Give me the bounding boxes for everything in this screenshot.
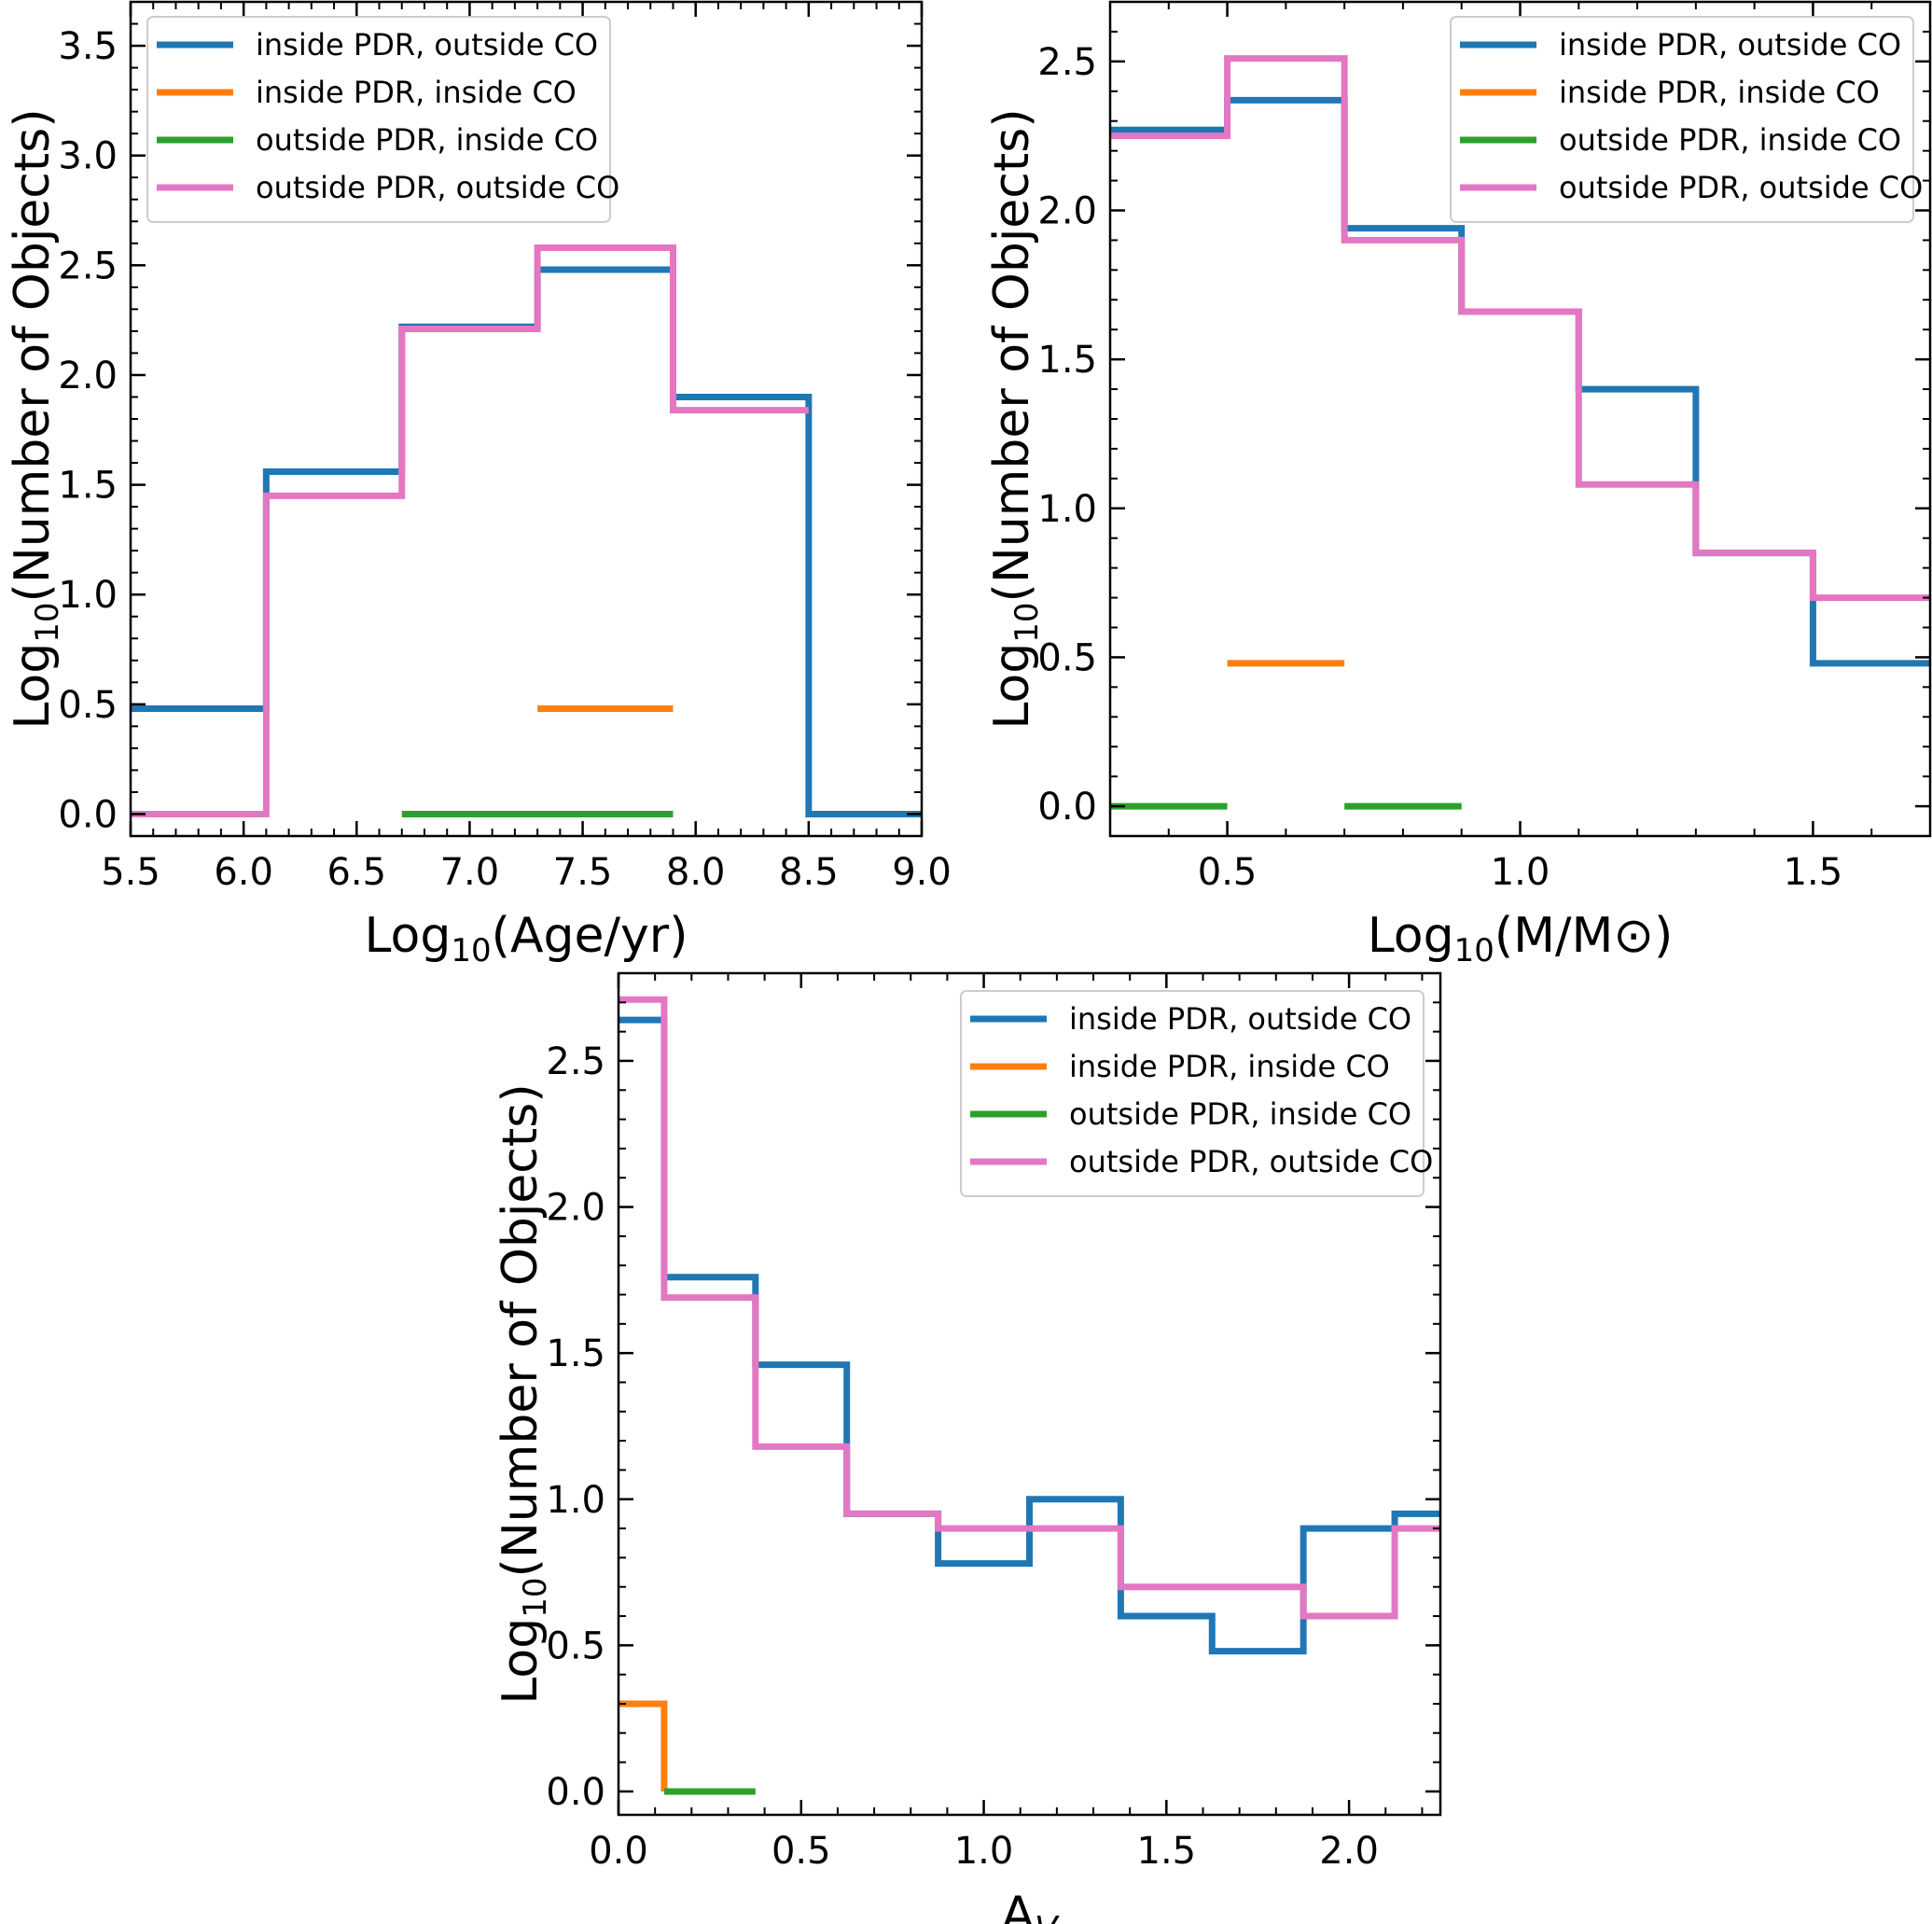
y-tick-label: 2.0 [58, 355, 118, 397]
y-tick-label: 2.0 [1037, 190, 1097, 233]
legend-frame [146, 16, 611, 223]
x-tick-label: 0.5 [1198, 851, 1258, 894]
legend-entry-label: outside PDR, outside CO [1069, 1144, 1433, 1179]
legend-entry-label: inside PDR, inside CO [1559, 75, 1880, 110]
y-tick-label: 1.0 [1037, 488, 1097, 531]
x-tick-label: 8.0 [666, 851, 726, 894]
legend-entry-label: inside PDR, outside CO [1069, 1001, 1411, 1037]
x-tick-label: 8.5 [779, 851, 839, 894]
x-axis-label: Log10(Age/yr) [365, 908, 688, 969]
series-group [131, 244, 922, 817]
y-tick-label: 1.5 [58, 465, 118, 508]
legend-entry-label: outside PDR, inside CO [256, 122, 598, 158]
x-tick-label: 2.0 [1319, 1830, 1379, 1873]
y-tick-label: 2.0 [546, 1187, 605, 1230]
x-tick-label: 0.5 [771, 1830, 831, 1873]
series-group [619, 996, 1440, 1795]
legend-entry-label: outside PDR, inside CO [1559, 122, 1901, 158]
y-axis-label: Log10(Number of Objects) [493, 1083, 554, 1704]
y-tick-label: 0.5 [58, 684, 118, 727]
legend-entry-label: inside PDR, outside CO [1559, 27, 1901, 63]
legend-entry-label: inside PDR, outside CO [256, 27, 598, 63]
y-tick-label: 2.5 [546, 1040, 605, 1083]
legend: inside PDR, outside CO inside PDR, inside… [146, 16, 619, 223]
legend: inside PDR, outside CO inside PDR, inside… [1450, 16, 1923, 223]
ticks-group: 0.0 0.5 1.0 1.5 2.0 0.0 0.5 1.0 1.5 2.0 2.5 [546, 972, 1440, 1873]
ticks-group: 5.5 6.0 6.5 7.0 7.5 8.0 8.5 9.0 0.0 0.5 1.0 1.5 2.0 2… [58, 0, 952, 894]
legend-entry-label: outside PDR, outside CO [1559, 170, 1923, 205]
legend-entry-label: inside PDR, inside CO [256, 75, 577, 110]
legend-entry-label: inside PDR, inside CO [1069, 1049, 1390, 1084]
x-tick-label: 0.0 [589, 1830, 648, 1873]
x-tick-label: 1.5 [1784, 851, 1843, 894]
plot-frame [617, 971, 1442, 1817]
x-axis-label: AV [1001, 1887, 1060, 1924]
y-tick-label: 1.0 [58, 574, 118, 617]
series-outside-pdr-outside-co-step-line [131, 244, 809, 817]
x-tick-label: 5.5 [101, 851, 160, 894]
x-tick-label: 1.0 [1491, 851, 1550, 894]
series-inside-pdr-outside-co-step-line [131, 266, 922, 817]
y-tick-label: 2.5 [1037, 41, 1097, 84]
legend: inside PDR, outside CO inside PDR, inside… [960, 990, 1433, 1197]
x-tick-label: 1.5 [1137, 1830, 1197, 1873]
series-outside-pdr-outside-co-step-line [619, 996, 1440, 1620]
legend-entry-label: outside PDR, outside CO [256, 170, 619, 205]
legend-entry-label: outside PDR, inside CO [1069, 1096, 1411, 1132]
ticks-group: 0.5 1.0 1.5 0.0 0.5 1.0 1.5 2.0 2.5 [1037, 0, 1931, 894]
mass-histogram-panel: 0.5 1.0 1.5 0.0 0.5 1.0 1.5 2.0 2.5 Log10(M/M⊙) Lo… [984, 0, 1932, 969]
y-tick-label: 0.0 [58, 793, 118, 836]
y-tick-label: 1.5 [1037, 339, 1097, 382]
series-group [1110, 55, 1930, 810]
y-tick-label: 0.0 [1037, 786, 1097, 829]
y-tick-label: 0.0 [546, 1771, 605, 1814]
x-tick-label: 7.0 [440, 851, 500, 894]
x-axis-label: Log10(M/M⊙) [1368, 908, 1674, 969]
age-histogram-panel: 5.5 6.0 6.5 7.0 7.5 8.0 8.5 9.0 0.0 0.5 1.0 1.5 2.0 2… [5, 0, 952, 969]
y-tick-label: 0.5 [546, 1624, 605, 1667]
series-inside-pdr-inside-co-step-line [619, 1700, 668, 1792]
plot-frame [129, 0, 924, 838]
legend-frame [960, 990, 1425, 1197]
y-tick-label: 1.0 [546, 1479, 605, 1522]
y-axis-label: Log10(Number of Objects) [5, 108, 66, 729]
x-tick-label: 6.0 [214, 851, 273, 894]
plot-frame [1108, 0, 1932, 838]
y-axis-label: Log10(Number of Objects) [984, 108, 1046, 729]
x-tick-label: 6.5 [327, 851, 386, 894]
x-tick-label: 1.0 [954, 1830, 1014, 1873]
y-tick-label: 2.5 [58, 244, 118, 287]
y-tick-label: 0.5 [1037, 636, 1097, 679]
extinction-histogram-panel: 0.0 0.5 1.0 1.5 2.0 0.0 0.5 1.0 1.5 2.0 2.5 AV Log10… [493, 971, 1442, 1924]
legend-frame [1450, 16, 1914, 223]
y-tick-label: 3.0 [58, 135, 118, 178]
y-tick-label: 3.5 [58, 25, 118, 68]
x-tick-label: 7.5 [553, 851, 613, 894]
y-tick-label: 1.5 [546, 1332, 605, 1375]
series-outside-pdr-outside-co-step-line [1110, 55, 1930, 602]
x-tick-label: 9.0 [892, 851, 952, 894]
